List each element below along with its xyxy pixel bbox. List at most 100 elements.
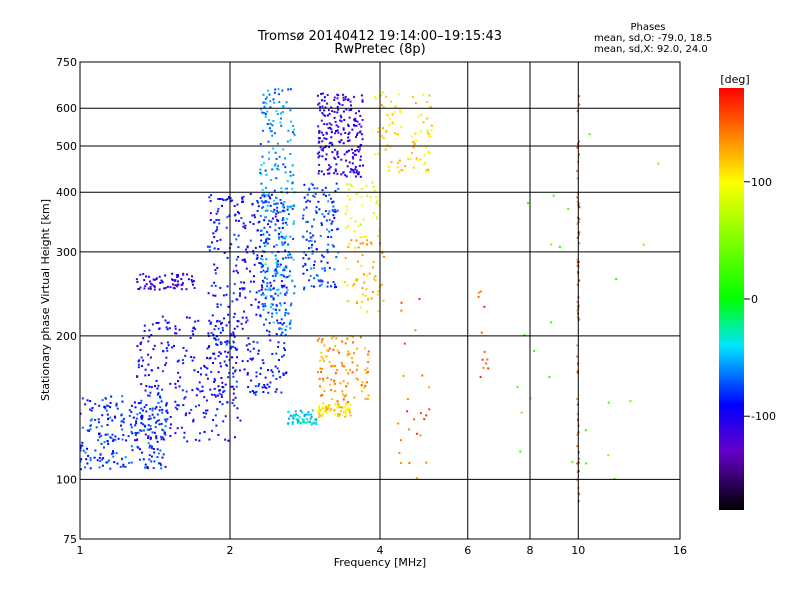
data-point	[282, 372, 285, 375]
data-point	[301, 418, 304, 421]
data-point	[174, 327, 177, 330]
data-point	[262, 293, 265, 296]
data-point	[120, 413, 123, 416]
data-point	[371, 291, 374, 293]
data-point	[271, 295, 274, 298]
data-point	[152, 467, 155, 469]
data-point	[326, 114, 329, 117]
data-point	[280, 202, 283, 205]
data-point	[130, 445, 133, 448]
data-point	[313, 277, 316, 280]
data-point	[252, 250, 255, 253]
data-point	[141, 451, 144, 454]
data-point	[346, 205, 348, 208]
data-point	[146, 467, 149, 470]
data-point	[483, 350, 486, 353]
data-point	[334, 208, 337, 211]
data-point	[284, 266, 287, 269]
data-point	[103, 405, 106, 408]
data-point	[180, 278, 183, 281]
data-point	[206, 347, 209, 350]
data-point	[267, 223, 269, 226]
data-point	[292, 238, 295, 240]
data-point	[346, 403, 349, 406]
data-point	[261, 263, 264, 266]
data-point	[90, 418, 93, 421]
data-point	[279, 322, 282, 324]
data-point	[321, 338, 324, 340]
data-point	[237, 234, 240, 237]
data-point	[286, 208, 289, 211]
data-point	[419, 412, 422, 415]
data-point	[115, 452, 118, 455]
data-point	[213, 387, 216, 390]
data-point	[330, 197, 332, 200]
data-point	[369, 196, 372, 199]
data-point	[282, 257, 285, 260]
data-point	[226, 285, 229, 288]
data-point	[317, 410, 320, 413]
data-point	[356, 347, 359, 350]
data-point	[218, 389, 221, 392]
data-point	[320, 119, 323, 122]
data-point	[252, 252, 255, 255]
colorbar	[719, 88, 744, 510]
data-point	[332, 200, 335, 203]
data-point	[255, 390, 258, 393]
data-point	[217, 371, 220, 374]
data-point	[319, 385, 321, 388]
data-point	[135, 420, 138, 423]
data-point	[357, 378, 359, 381]
data-point	[363, 347, 366, 350]
y-tick-label: 300	[56, 246, 77, 259]
data-point	[221, 381, 224, 384]
data-point	[346, 402, 349, 405]
data-point	[283, 347, 285, 350]
data-point	[267, 288, 270, 291]
data-point	[214, 395, 217, 398]
data-point	[335, 130, 337, 132]
data-point	[313, 264, 315, 266]
data-point	[138, 458, 141, 461]
data-point	[373, 277, 375, 280]
data-point	[333, 409, 336, 412]
data-point	[174, 386, 177, 389]
data-point	[360, 125, 363, 128]
data-point	[293, 204, 296, 207]
data-point	[212, 333, 215, 336]
data-point	[357, 171, 360, 174]
data-point	[134, 439, 136, 442]
data-point	[427, 151, 430, 153]
data-point	[302, 419, 305, 422]
data-point	[94, 449, 97, 452]
data-point	[104, 433, 107, 436]
data-point	[143, 324, 146, 327]
data-point	[286, 276, 289, 278]
data-point	[268, 119, 270, 121]
data-point	[341, 406, 344, 409]
data-point	[191, 359, 194, 362]
data-point	[381, 251, 384, 254]
data-point	[576, 170, 579, 173]
data-point	[571, 461, 574, 464]
data-point	[145, 404, 148, 406]
data-point	[153, 416, 156, 419]
data-point	[293, 220, 295, 223]
data-point	[320, 370, 323, 373]
data-point	[174, 400, 177, 403]
data-point	[332, 214, 335, 217]
data-point	[227, 439, 230, 442]
data-point	[374, 153, 377, 156]
data-point	[357, 224, 360, 227]
data-point	[318, 208, 321, 211]
data-point	[261, 258, 264, 261]
data-point	[264, 241, 267, 244]
data-point	[205, 373, 208, 376]
data-point	[266, 237, 269, 240]
data-point	[269, 106, 272, 109]
data-point	[355, 239, 358, 242]
data-point	[148, 446, 151, 449]
data-point	[307, 420, 310, 423]
data-point	[321, 368, 323, 370]
data-point	[197, 388, 200, 391]
